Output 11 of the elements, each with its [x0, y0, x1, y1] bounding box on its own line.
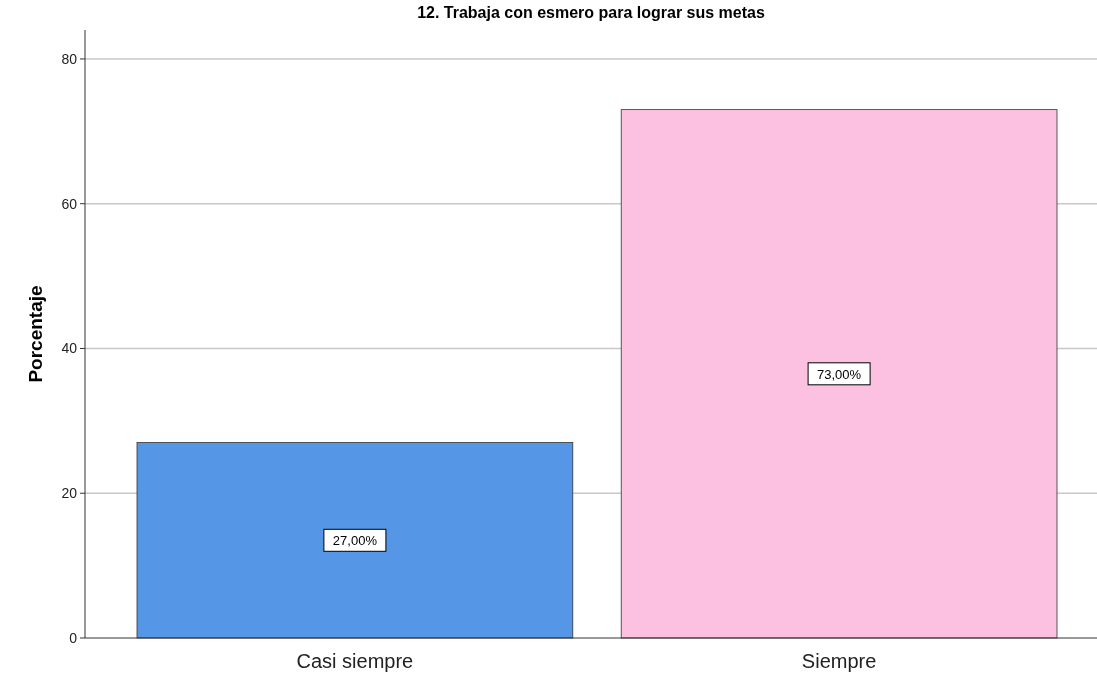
y-tick-label: 40 — [61, 340, 78, 357]
data-label: 73,00% — [817, 366, 862, 382]
x-tick-label: Casi siempre — [296, 650, 414, 672]
y-tick-label: 20 — [61, 485, 78, 502]
y-tick-label: 0 — [69, 630, 78, 646]
y-tick-label: 80 — [61, 50, 78, 67]
y-tick-label: 60 — [61, 195, 78, 212]
data-label: 27,00% — [332, 533, 378, 549]
y-axis-title: Porcentaje — [25, 285, 46, 383]
x-tick-label: Siempre — [801, 650, 877, 672]
chart-title: 12. Trabaja con esmero para lograr sus metas — [417, 4, 765, 21]
